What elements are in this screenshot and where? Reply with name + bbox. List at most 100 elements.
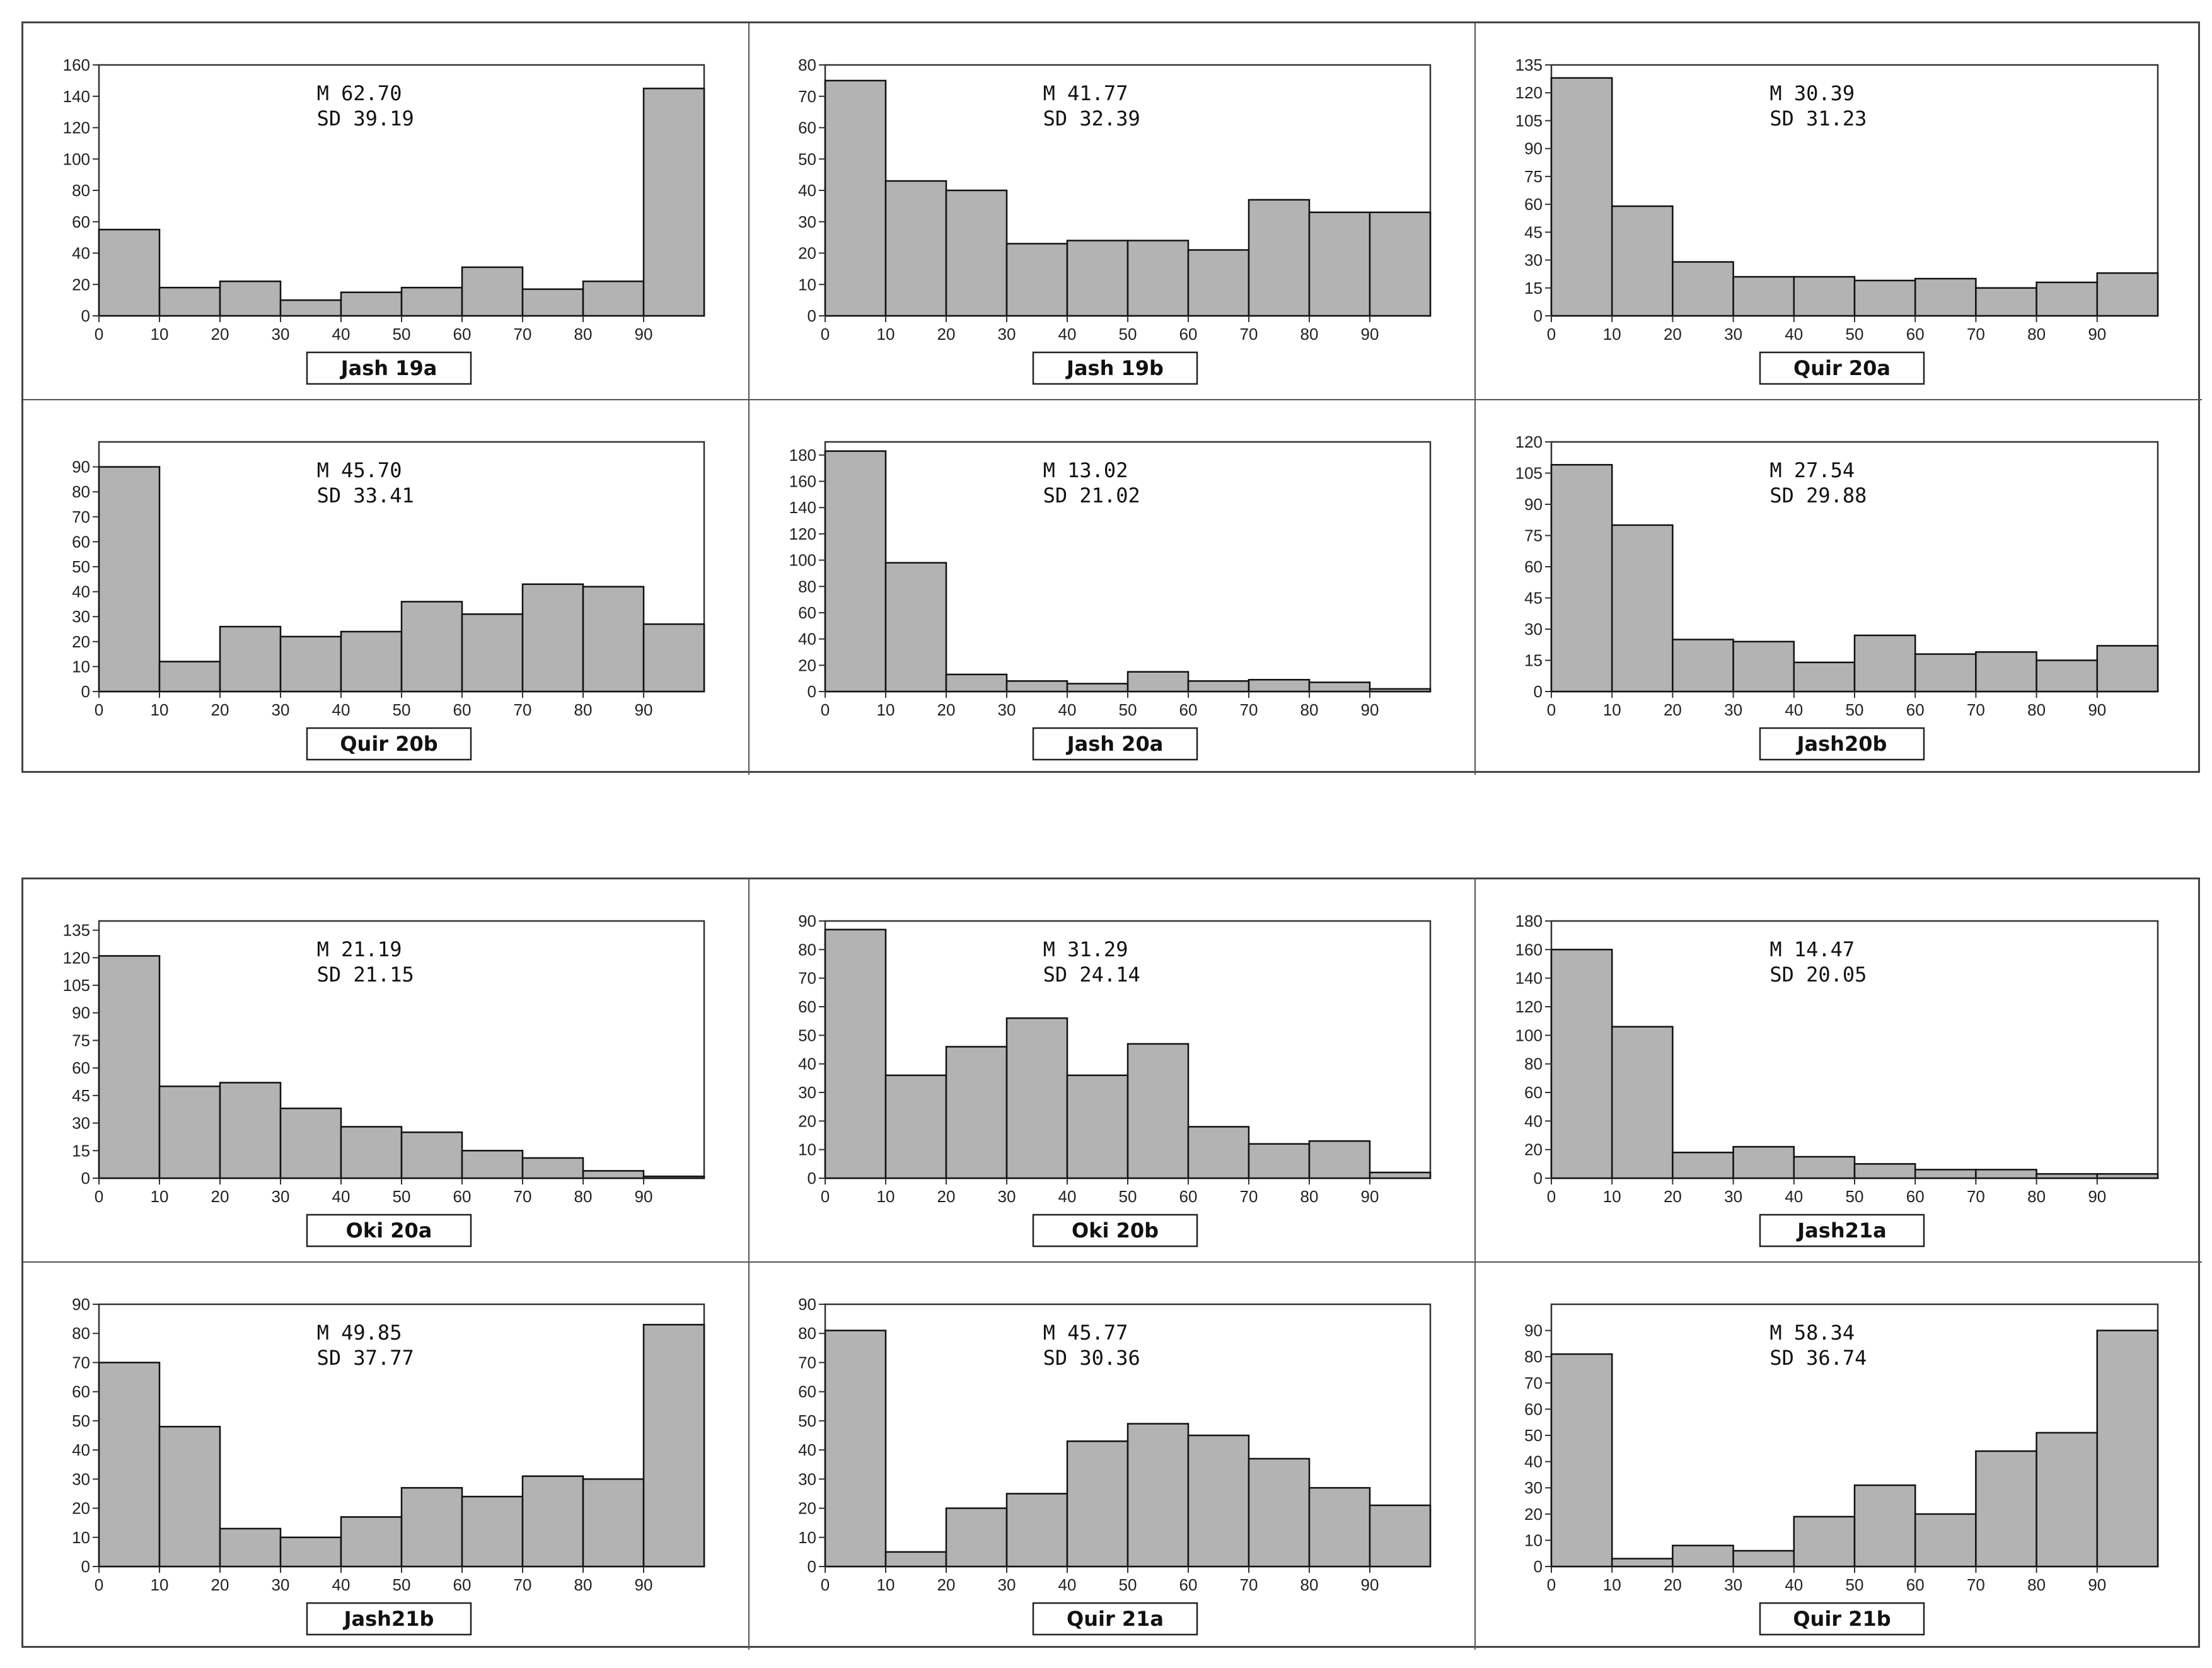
histogram-bar bbox=[1975, 1450, 2037, 1568]
y-tick-label: 0 bbox=[808, 1557, 816, 1576]
histogram-bar bbox=[340, 630, 403, 693]
y-tick-label: 90 bbox=[1524, 139, 1543, 158]
histogram-bar bbox=[340, 291, 403, 317]
histogram-bar bbox=[1975, 651, 2037, 693]
histogram-bar bbox=[1732, 640, 1795, 693]
histogram-bar bbox=[1066, 240, 1129, 317]
x-tick-label: 30 bbox=[1724, 1575, 1742, 1594]
y-tick-label: 10 bbox=[72, 657, 90, 676]
x-tick-label: 20 bbox=[211, 1187, 229, 1206]
histogram-bar bbox=[340, 1516, 403, 1568]
y-tick-label: 70 bbox=[798, 87, 816, 106]
x-tick-label: 90 bbox=[2088, 1187, 2106, 1206]
y-tick-label: 30 bbox=[1524, 251, 1543, 270]
histogram-chart: 0 20 40 60 80 100 120 140 160 180 0 10 20 30 40 50 60 70 8… bbox=[789, 441, 1432, 761]
histogram-bar bbox=[1308, 211, 1371, 317]
y-tick-label: 40 bbox=[1524, 1452, 1543, 1471]
x-tick-label: 40 bbox=[1785, 1187, 1803, 1206]
histogram-bar bbox=[1853, 634, 1916, 693]
chart-title-box bbox=[1032, 1602, 1198, 1636]
histogram-bar bbox=[642, 88, 705, 317]
histogram-bar bbox=[2096, 645, 2159, 693]
y-tick-label: 80 bbox=[798, 55, 816, 74]
histogram-bar bbox=[400, 286, 463, 317]
histogram-bar bbox=[1369, 688, 1432, 693]
chart-title-box bbox=[1759, 351, 1925, 385]
y-tick-label: 50 bbox=[1524, 1426, 1543, 1445]
x-tick-label: 60 bbox=[1906, 325, 1925, 344]
histogram-bar bbox=[1672, 639, 1734, 693]
x-tick-label: 80 bbox=[1300, 1575, 1319, 1594]
x-tick-label: 10 bbox=[877, 325, 895, 344]
histogram-bar bbox=[1308, 1486, 1371, 1568]
y-tick-label: 180 bbox=[1515, 912, 1543, 930]
x-tick-label: 20 bbox=[1664, 325, 1682, 344]
x-tick-label: 60 bbox=[1906, 1575, 1925, 1594]
x-tick-label: 80 bbox=[1300, 1187, 1319, 1206]
mean-annotation: M 62.70 bbox=[317, 81, 402, 105]
x-tick-label: 30 bbox=[1724, 700, 1742, 719]
histogram-chart: 0 15 30 45 60 75 90 105 120 135 0 10 20 30 40 50 60 70 80 9… bbox=[63, 920, 705, 1248]
histogram-bar bbox=[158, 661, 221, 693]
y-tick-label: 60 bbox=[72, 1058, 90, 1077]
histogram-bar bbox=[1853, 1484, 1916, 1568]
histogram-bar bbox=[1066, 1440, 1129, 1568]
chart-title-box bbox=[1759, 1213, 1925, 1248]
x-tick-label: 90 bbox=[635, 700, 653, 719]
y-tick-label: 160 bbox=[789, 472, 816, 491]
x-tick-label: 50 bbox=[1119, 325, 1137, 344]
x-tick-label: 0 bbox=[821, 325, 830, 344]
histogram-bar bbox=[1853, 279, 1916, 317]
chart-title-box bbox=[1032, 351, 1198, 385]
histogram-bar bbox=[1914, 1169, 1977, 1179]
y-tick-label: 10 bbox=[798, 1528, 816, 1547]
x-tick-label: 10 bbox=[1603, 325, 1621, 344]
sd-annotation: SD 21.02 bbox=[1043, 484, 1140, 507]
chart-title-box bbox=[306, 1213, 472, 1248]
chart-title-box bbox=[1032, 727, 1198, 761]
chart-cell: 0 15 30 45 60 75 90 105 120 135 0 10 20 30 40 50 60 70 80 9… bbox=[23, 879, 750, 1263]
histogram-bar bbox=[1126, 1043, 1190, 1179]
histogram-bar bbox=[1126, 671, 1190, 693]
sd-annotation: SD 30.36 bbox=[1043, 1346, 1140, 1370]
histogram-bar bbox=[1187, 1434, 1250, 1568]
histogram-chart: 0 10 20 30 40 50 60 70 80 90 0 10 20 30 40 50 60 70 80 90 M … bbox=[1524, 1303, 2159, 1636]
x-tick-label: 80 bbox=[1300, 700, 1319, 719]
histogram-bar bbox=[1308, 681, 1371, 693]
y-tick-label: 120 bbox=[1515, 83, 1543, 102]
histogram-bar bbox=[1975, 287, 2037, 317]
y-tick-label: 20 bbox=[798, 1111, 816, 1130]
histogram-bar bbox=[400, 601, 463, 693]
x-tick-label: 20 bbox=[937, 700, 956, 719]
x-tick-label: 40 bbox=[1058, 1187, 1077, 1206]
histogram-bar bbox=[1550, 949, 1613, 1179]
histogram-bar bbox=[2035, 1432, 2099, 1568]
y-tick-label: 80 bbox=[798, 577, 816, 596]
histogram-grid-top: 0 20 40 60 80 100 120 140 160 0 10 20 30 40 50 60 70 80 90… bbox=[21, 21, 2202, 775]
histogram-bar bbox=[945, 673, 1008, 693]
x-tick-label: 80 bbox=[2027, 700, 2046, 719]
histogram-bar bbox=[1126, 240, 1190, 317]
x-tick-label: 80 bbox=[2027, 1575, 2046, 1594]
histogram-bar bbox=[461, 1495, 524, 1568]
plot-frame bbox=[98, 64, 705, 317]
histogram-bar bbox=[2035, 1173, 2099, 1179]
histogram-bar bbox=[400, 1131, 463, 1179]
histogram-bar bbox=[158, 1086, 221, 1179]
chart-cell: 0 10 20 30 40 50 60 70 80 90 0 10 20 30 40 50 60 70 80 90 M … bbox=[23, 1263, 750, 1650]
histogram-bar bbox=[2096, 1173, 2159, 1179]
y-tick-label: 60 bbox=[72, 532, 90, 551]
x-tick-label: 30 bbox=[1724, 1187, 1742, 1206]
x-tick-label: 90 bbox=[1361, 700, 1379, 719]
histogram-bar bbox=[884, 1551, 947, 1568]
x-tick-label: 10 bbox=[1603, 1575, 1621, 1594]
chart-cell: 0 10 20 30 40 50 60 70 80 0 10 20 30 40 50 60 70 80 90 M 41… bbox=[750, 23, 1476, 400]
x-tick-label: 80 bbox=[574, 325, 593, 344]
x-tick-label: 10 bbox=[877, 1187, 895, 1206]
x-tick-label: 90 bbox=[635, 1575, 653, 1594]
mean-annotation: M 13.02 bbox=[1043, 458, 1128, 482]
histogram-bar bbox=[1914, 277, 1977, 317]
chart-title: Jash 19b bbox=[1065, 356, 1164, 380]
y-tick-label: 30 bbox=[72, 607, 90, 626]
x-tick-label: 50 bbox=[1846, 325, 1864, 344]
